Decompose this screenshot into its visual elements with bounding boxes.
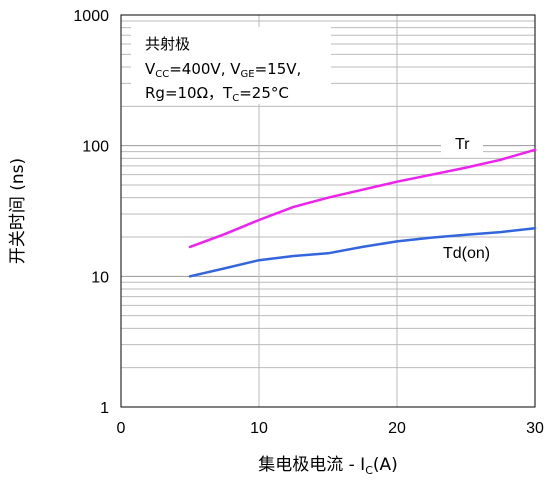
plot-frame: [120, 14, 536, 408]
annotation-background: [131, 27, 331, 104]
x-axis-label: 集电极电流 - IC(A): [258, 455, 398, 477]
x-tick-label: 0: [117, 420, 126, 437]
annotation-line-1: 共射极: [145, 35, 190, 53]
series-label-tdon: Td(on): [443, 245, 490, 262]
x-tick-label: 30: [526, 420, 544, 437]
series-lines: [188, 148, 537, 278]
y-tick-label: 1: [100, 400, 109, 417]
series-line-tr: [188, 148, 537, 249]
tdon-label-background: [441, 240, 517, 262]
series-label-tr: Tr: [455, 136, 470, 153]
x-tick-label: 20: [388, 420, 406, 437]
y-tick-label: 100: [82, 139, 109, 156]
x-tick-label: 10: [250, 420, 268, 437]
y-tick-label: 1000: [73, 8, 109, 25]
tick-labels: 0 10 20 30 1 10 100 1000: [73, 8, 544, 437]
annotation-line-3: Rg=10Ω，TC=25°C: [145, 84, 289, 104]
series-line-tdon: [188, 227, 537, 278]
y-tick-label: 10: [91, 269, 109, 286]
y-axis-label: 开关时间 (ns): [8, 158, 28, 264]
conditions-annotation: 共射极 VCC=400V, VGE=15V, Rg=10Ω，TC=25°C: [131, 27, 331, 104]
tr-label-background: [441, 131, 483, 153]
annotation-line-2: VCC=400V, VGE=15V,: [145, 60, 301, 80]
